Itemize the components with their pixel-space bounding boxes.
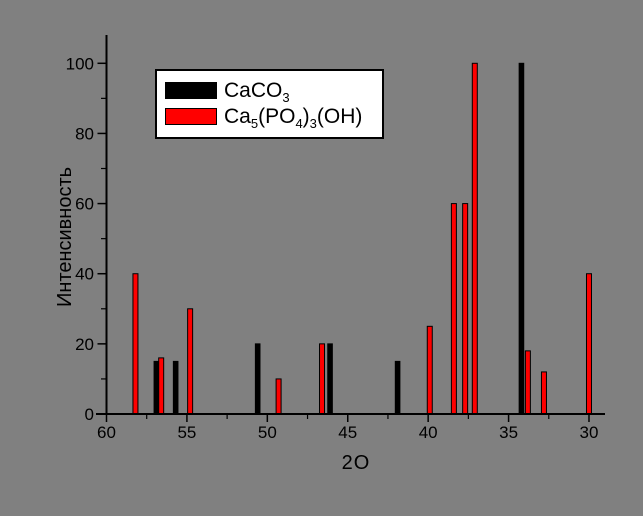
- x-tick-label: 45: [338, 423, 357, 442]
- legend-label-subscript: 3: [309, 116, 317, 132]
- bar-caco3: [172, 360, 179, 415]
- x-tick-label: 35: [499, 423, 518, 442]
- x-tick-label: 60: [97, 423, 116, 442]
- bar-caco3: [153, 360, 160, 415]
- bar-hydroxyapatite: [540, 371, 547, 415]
- y-tick-label: 40: [75, 265, 94, 284]
- x-tick-label: 50: [258, 423, 277, 442]
- bar-hydroxyapatite: [132, 273, 139, 415]
- legend-row-caco3: CaCO3: [165, 78, 382, 106]
- bar-caco3: [394, 360, 401, 415]
- y-tick-label: 60: [75, 195, 94, 214]
- bar-caco3: [327, 343, 333, 415]
- legend-label-caco3: CaCO3: [224, 79, 290, 106]
- y-axis-label: Интенсивность: [54, 167, 76, 307]
- legend-label-subscript: 5: [250, 116, 259, 132]
- bar-caco3: [518, 62, 525, 415]
- legend-swatch-caco3: [165, 82, 217, 99]
- x-tick-label: 40: [419, 423, 438, 442]
- bar-hydroxyapatite: [462, 203, 469, 415]
- y-tick-label: 0: [85, 405, 94, 424]
- bar-hydroxyapatite: [585, 273, 592, 415]
- legend-label-subscript: 3: [282, 90, 290, 106]
- bar-caco3: [254, 343, 261, 415]
- bar-hydroxyapatite: [158, 357, 165, 415]
- x-axis-label: 2O: [342, 452, 371, 474]
- legend: CaCO3 Ca5(PO4)3(OH): [155, 69, 384, 139]
- bar-hydroxyapatite: [471, 62, 478, 415]
- y-tick-label: 100: [66, 54, 94, 73]
- legend-row-hydroxyapatite: Ca5(PO4)3(OH): [165, 104, 382, 132]
- bar-hydroxyapatite: [524, 350, 531, 415]
- x-tick-label: 55: [177, 423, 196, 442]
- x-tick-label: 30: [580, 423, 599, 442]
- bar-hydroxyapatite: [319, 343, 326, 415]
- bar-hydroxyapatite: [187, 308, 194, 415]
- bar-hydroxyapatite: [450, 203, 457, 415]
- legend-swatch-hydroxyapatite: [165, 108, 217, 125]
- y-tick-label: 80: [75, 124, 94, 143]
- y-tick-label: 20: [75, 335, 94, 354]
- legend-label-subscript: 4: [295, 116, 303, 132]
- bar-hydroxyapatite: [275, 378, 282, 415]
- bar-hydroxyapatite: [426, 325, 433, 415]
- legend-label-hydroxyapatite: Ca5(PO4)3(OH): [224, 105, 363, 132]
